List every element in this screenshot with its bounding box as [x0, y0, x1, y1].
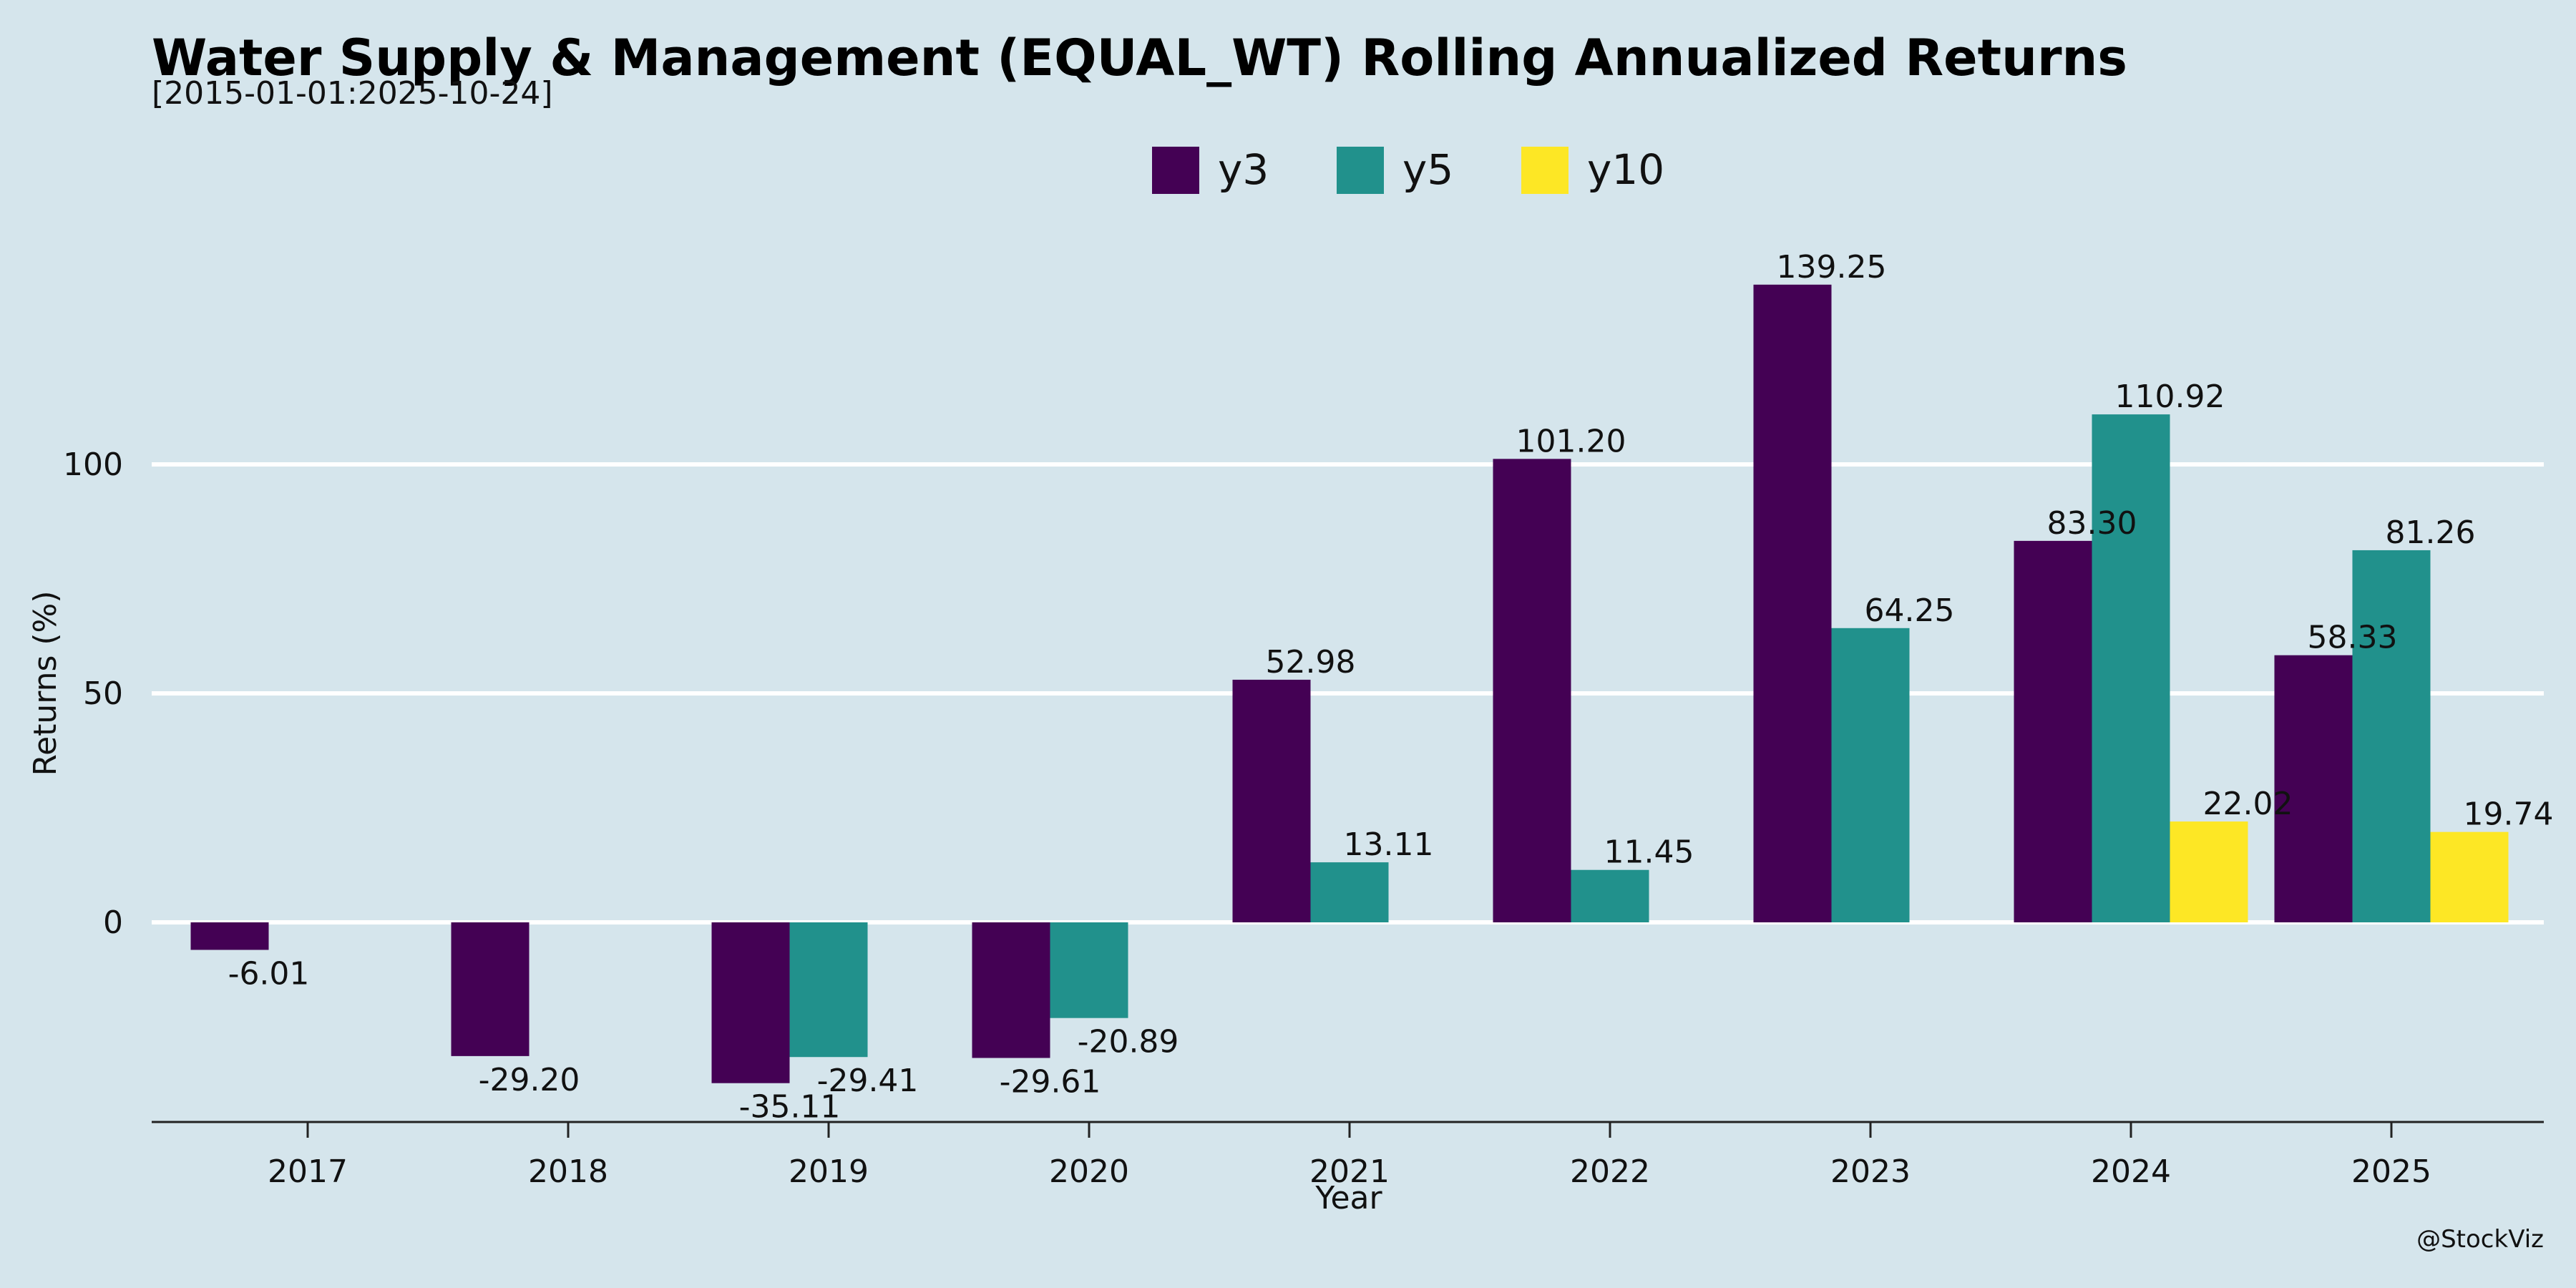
x-tick-label: 2022 — [1570, 1153, 1650, 1190]
bar-y5 — [2092, 414, 2170, 922]
data-label-y3: -6.01 — [228, 955, 310, 992]
data-label-y3: 139.25 — [1777, 249, 1887, 286]
bar-y10 — [2170, 821, 2248, 922]
bar-y3 — [451, 922, 530, 1056]
data-label-y3: 52.98 — [1266, 644, 1356, 680]
x-tick-label: 2019 — [789, 1153, 869, 1190]
data-label-y3: 101.20 — [1516, 423, 1626, 459]
x-tick-label: 2021 — [1309, 1153, 1390, 1190]
legend: y3 y5 y10 — [1152, 145, 1664, 194]
data-label-y5: -20.89 — [1078, 1024, 1179, 1060]
bar-y3 — [1493, 459, 1571, 922]
data-label-y3: 58.33 — [2308, 620, 2398, 656]
x-tick-label: 2023 — [1830, 1153, 1911, 1190]
x-axis-title: Year — [1314, 1180, 1382, 1216]
data-label-y3: 83.30 — [2047, 505, 2137, 542]
data-labels: -6.01 -29.20 -35.11-29.41 -29.61 -20.89 52.98… — [228, 249, 2554, 1126]
bar-y5 — [1050, 922, 1128, 1018]
data-label-y5: 11.45 — [1604, 834, 1694, 871]
credit-label: @StockViz — [2416, 1225, 2544, 1254]
y-tick-label: 50 — [83, 675, 123, 712]
data-label-y10: 19.74 — [2464, 796, 2554, 833]
data-label-y5: -29.41 — [817, 1063, 919, 1099]
data-label-y3: -29.61 — [1000, 1064, 1101, 1101]
bar-y5 — [789, 922, 868, 1058]
data-label-y5: 64.25 — [1865, 592, 1955, 629]
legend-swatch-y3 — [1152, 147, 1199, 194]
bar-y3 — [1232, 679, 1311, 922]
legend-label-y5: y5 — [1402, 145, 1453, 194]
chart-title: Water Supply & Management (EQUAL_WT) Rol… — [152, 29, 2127, 87]
data-label-y5: 81.26 — [2386, 514, 2476, 551]
bar-y3 — [972, 922, 1050, 1058]
x-tick-label: 2020 — [1049, 1153, 1129, 1190]
y-tick-label: 0 — [103, 904, 123, 941]
bar-y10 — [2430, 831, 2509, 922]
bar-y3 — [2274, 655, 2353, 922]
bar-y3 — [190, 922, 269, 950]
legend-label-y10: y10 — [1587, 145, 1664, 194]
data-label-y3: -29.20 — [479, 1062, 580, 1098]
bar-y3 — [711, 922, 790, 1083]
y-tick-label: 100 — [63, 447, 123, 483]
axes: 0 50 100 2017 2018 2019 2020 2021 2022 2023 2024 20… — [63, 447, 2544, 1190]
data-label-y3: -35.11 — [739, 1089, 841, 1126]
bar-y5 — [1831, 628, 1910, 922]
data-label-y10: 22.02 — [2203, 786, 2293, 822]
y-axis-title: Returns (%) — [27, 590, 64, 776]
x-tick-label: 2018 — [528, 1153, 608, 1190]
legend-swatch-y10 — [1521, 147, 1568, 194]
bar-y3 — [1753, 284, 1832, 922]
data-label-y5: 13.11 — [1344, 826, 1434, 863]
data-label-y5: 110.92 — [2115, 379, 2225, 415]
legend-swatch-y5 — [1337, 147, 1384, 194]
x-tick-label: 2024 — [2091, 1153, 2171, 1190]
x-tick-label: 2017 — [268, 1153, 348, 1190]
bar-y3 — [2014, 540, 2092, 922]
bar-y5 — [2352, 550, 2431, 922]
x-tick-label: 2025 — [2351, 1153, 2431, 1190]
bar-y5 — [1571, 869, 1649, 922]
chart-subtitle: [2015-01-01:2025-10-24] — [152, 75, 553, 112]
bar-y5 — [1310, 862, 1389, 922]
bars — [190, 284, 2509, 1083]
legend-label-y3: y3 — [1218, 145, 1269, 194]
